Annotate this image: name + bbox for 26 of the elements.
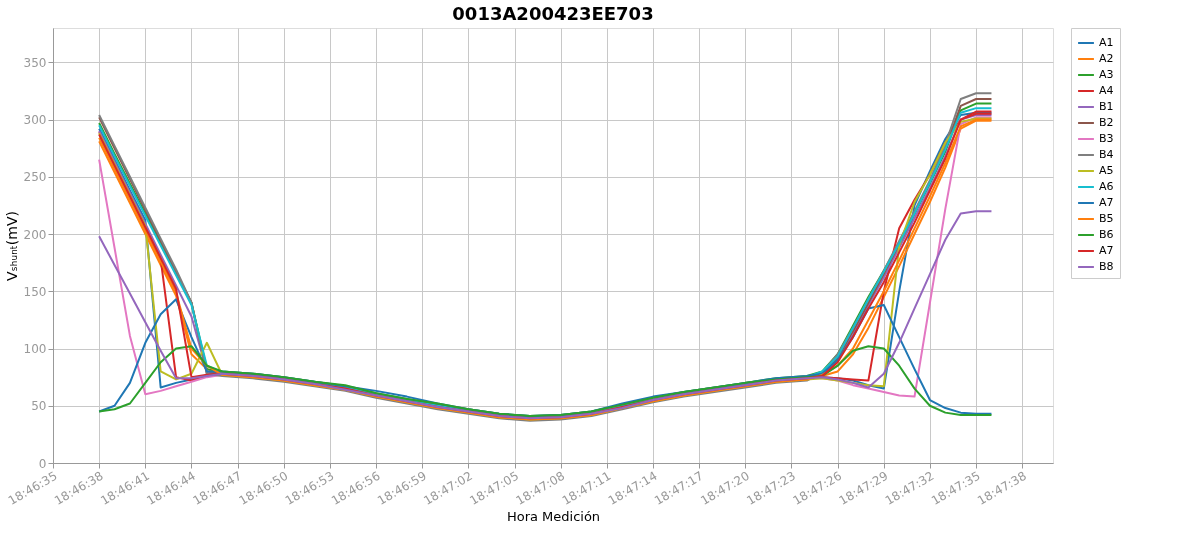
y-tick-label: 350 (23, 55, 47, 70)
legend-label: B4 (1099, 148, 1114, 161)
legend-label: B1 (1099, 100, 1114, 113)
legend-label: A7 (1099, 196, 1114, 209)
legend-label: A3 (1099, 68, 1114, 81)
legend-label: A7 (1099, 244, 1114, 257)
y-tick-label: 300 (23, 113, 47, 128)
legend-label: A2 (1099, 52, 1114, 65)
y-tick-label: 150 (23, 284, 47, 299)
y-axis-title: Vₛₕᵤₙₜ(mV) (3, 211, 20, 281)
legend-label: B3 (1099, 132, 1114, 145)
legend-label: B8 (1099, 260, 1114, 273)
x-axis-title: Hora Medición (506, 508, 601, 524)
legend-label: A6 (1099, 180, 1114, 193)
legend-label: B5 (1099, 212, 1114, 225)
y-tick-label: 200 (23, 227, 47, 242)
legend-label: B2 (1099, 116, 1114, 129)
y-tick-label: 100 (23, 342, 47, 357)
chart-title: 0013A200423EE703 (452, 2, 654, 24)
legend-label: A1 (1099, 36, 1114, 49)
legend-label: B6 (1099, 228, 1114, 241)
legend-label: A5 (1099, 164, 1114, 177)
legend-label: A4 (1099, 84, 1114, 97)
y-tick-label: 50 (31, 399, 47, 414)
y-tick-label: 0 (38, 456, 47, 471)
y-tick-label: 250 (23, 170, 47, 185)
